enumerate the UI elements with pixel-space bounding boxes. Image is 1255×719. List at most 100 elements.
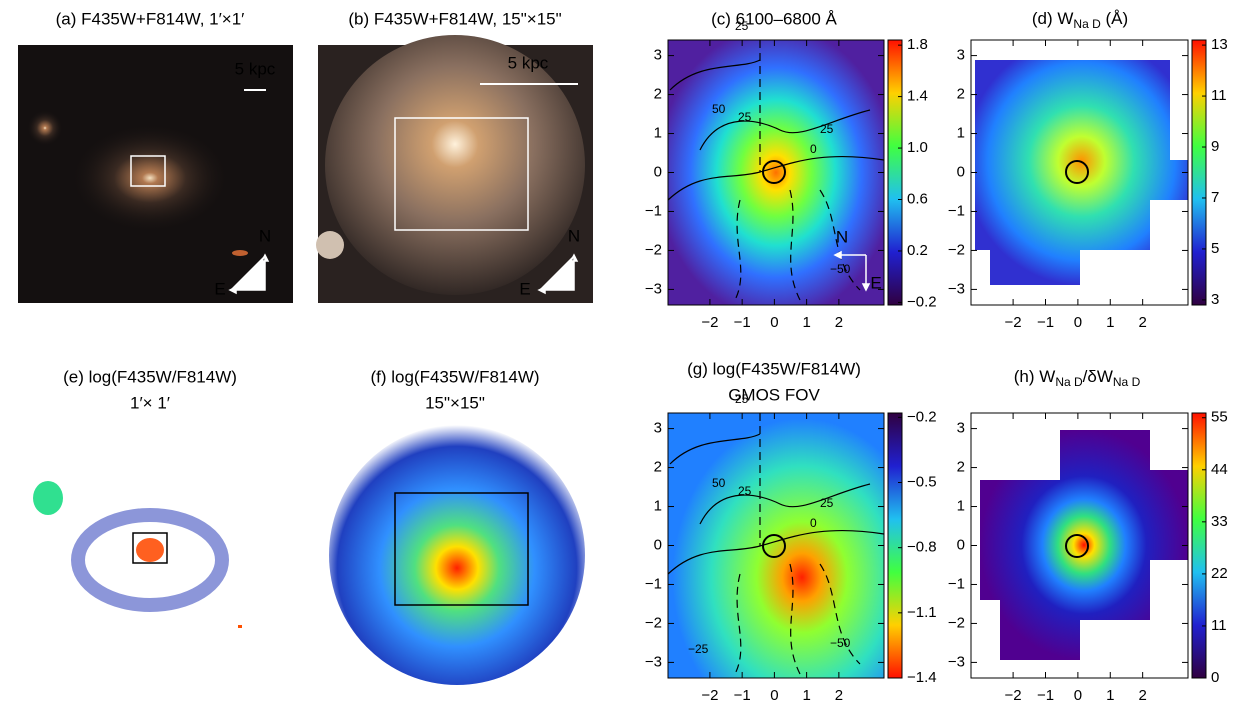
map-h — [970, 412, 1207, 679]
contour-label: 25 — [738, 110, 752, 124]
map-c — [667, 39, 903, 306]
contour-label: 25 — [735, 19, 749, 33]
x-tick-label: 0 — [1074, 687, 1082, 704]
colorbar-tick-label: −0.5 — [907, 473, 937, 490]
contour-label: 50 — [712, 102, 726, 116]
panel-title: (g) log(F435W/F814W) — [687, 359, 861, 378]
colorbar-tick-label: −1.1 — [907, 604, 937, 621]
title-part: (d) W — [1032, 9, 1074, 28]
colorbar-tick-label: 9 — [1211, 138, 1219, 155]
colorbar-tick-label: 44 — [1211, 461, 1228, 478]
x-tick-label: −1 — [734, 687, 751, 704]
x-tick-label: −1 — [734, 314, 751, 331]
colorbar-tick-label: 5 — [1211, 240, 1219, 257]
y-tick-label: −2 — [948, 241, 965, 258]
colorbar-tick-label: 0.2 — [907, 242, 928, 259]
y-tick-label: −3 — [645, 653, 662, 670]
image-b — [316, 35, 593, 303]
panel-title: 1′× 1′ — [130, 393, 170, 412]
north-label: N — [568, 226, 580, 245]
panel-title: (b) F435W+F814W, 15"×15" — [348, 9, 561, 28]
x-tick-label: −2 — [1005, 687, 1022, 704]
scale-label: 5 kpc — [508, 53, 549, 72]
colorbar-tick-label: 0 — [1211, 669, 1219, 686]
contour-label: 50 — [712, 476, 726, 490]
y-tick-label: −3 — [948, 653, 965, 670]
y-tick-label: 1 — [654, 497, 662, 514]
colorbar-tick-label: 3 — [1211, 291, 1219, 308]
panel-title: (f) log(F435W/F814W) — [370, 367, 539, 386]
y-tick-label: 1 — [957, 124, 965, 141]
colorbar-tick-label: 33 — [1211, 513, 1228, 530]
x-tick-label: −2 — [1005, 314, 1022, 331]
x-tick-label: 1 — [1106, 314, 1114, 331]
x-tick-label: 1 — [802, 687, 810, 704]
x-tick-label: 0 — [770, 687, 778, 704]
x-tick-label: −2 — [701, 314, 718, 331]
contour-label: −25 — [688, 642, 709, 656]
image-a — [18, 45, 293, 303]
y-tick-label: 2 — [654, 459, 662, 476]
y-tick-label: −2 — [645, 241, 662, 258]
east-label: E — [214, 279, 225, 298]
east-label: E — [870, 273, 881, 292]
colorbar-tick-label: −1.4 — [907, 669, 937, 686]
contour-label: 25 — [820, 122, 834, 136]
scale-label: 5 kpc — [235, 59, 276, 78]
y-tick-label: 3 — [957, 47, 965, 64]
contour-label: −50 — [830, 262, 851, 276]
colorbar-tick-label: 0.6 — [907, 190, 928, 207]
x-tick-label: 2 — [835, 314, 843, 331]
contour-label: 25 — [735, 392, 749, 406]
map-d — [970, 39, 1207, 306]
panel-title: GMOS FOV — [728, 385, 820, 404]
subscript: Na D — [1113, 375, 1141, 389]
contour-label: 25 — [738, 484, 752, 498]
x-tick-label: −1 — [1037, 687, 1054, 704]
y-tick-label: −2 — [645, 614, 662, 631]
panel-title: (c) 6100–6800 Å — [711, 9, 837, 28]
y-tick-label: 2 — [957, 459, 965, 476]
x-tick-label: 0 — [770, 314, 778, 331]
colorbar-tick-label: −0.2 — [907, 408, 937, 425]
y-tick-label: 3 — [957, 420, 965, 437]
y-tick-label: −1 — [948, 575, 965, 592]
x-tick-label: 2 — [1138, 314, 1146, 331]
subscript: Na D — [1073, 17, 1101, 31]
colorbar-tick-label: −0.8 — [907, 539, 937, 556]
x-tick-label: 1 — [802, 314, 810, 331]
colorbar-tick-label: 1.4 — [907, 88, 928, 105]
north-label: N — [259, 226, 271, 245]
image-f — [329, 425, 585, 685]
y-tick-label: 2 — [957, 86, 965, 103]
map-g — [667, 412, 903, 679]
contour-label: −50 — [830, 636, 851, 650]
colorbar-tick-label: 1.0 — [907, 139, 928, 156]
title-part: /δW — [1083, 367, 1113, 386]
panel-title: (a) F435W+F814W, 1′×1′ — [56, 9, 245, 28]
x-tick-label: 2 — [1138, 687, 1146, 704]
colorbar-tick-label: 7 — [1211, 189, 1219, 206]
colorbar-tick-label: 13 — [1211, 36, 1228, 53]
image-e — [33, 481, 242, 628]
x-tick-label: −2 — [701, 687, 718, 704]
panel-title: (d) WNa D (Å) — [1032, 9, 1128, 31]
x-tick-label: 1 — [1106, 687, 1114, 704]
y-tick-label: 0 — [957, 163, 965, 180]
y-tick-label: 3 — [654, 420, 662, 437]
contour-label: 0 — [810, 516, 817, 530]
y-tick-label: 3 — [654, 47, 662, 64]
y-tick-label: 0 — [654, 536, 662, 553]
contour-label: 25 — [820, 496, 834, 510]
y-tick-label: −1 — [645, 202, 662, 219]
colorbar-tick-label: 22 — [1211, 565, 1228, 582]
colorbar-tick-label: 11 — [1211, 87, 1227, 104]
y-tick-label: −1 — [948, 202, 965, 219]
y-tick-label: 1 — [654, 124, 662, 141]
east-label: E — [519, 279, 530, 298]
y-tick-label: 1 — [957, 497, 965, 514]
subscript: Na D — [1055, 375, 1083, 389]
colorbar-tick-label: −0.2 — [907, 293, 937, 310]
y-tick-label: −3 — [948, 280, 965, 297]
